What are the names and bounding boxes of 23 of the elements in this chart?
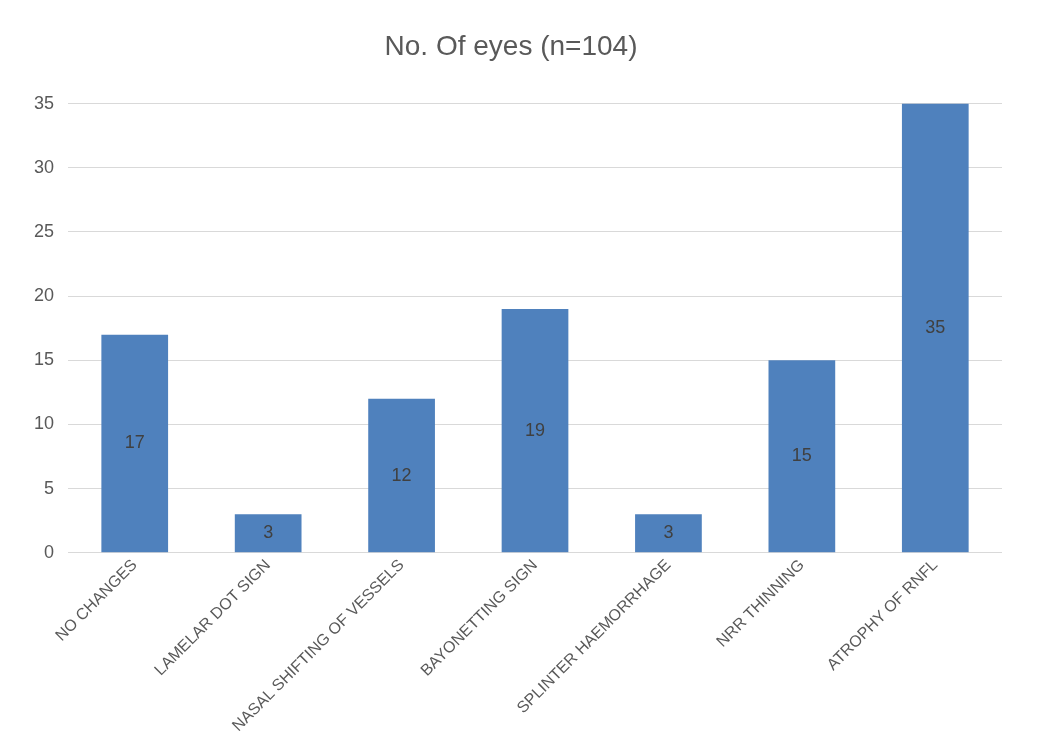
data-label: 3 <box>663 522 674 543</box>
y-tick-label: 25 <box>33 220 55 241</box>
data-label: 12 <box>391 464 412 485</box>
data-label: 35 <box>925 316 946 337</box>
chart-title: No. Of eyes (n=104) <box>384 29 638 61</box>
data-label: 3 <box>263 522 274 543</box>
y-tick-label: 20 <box>33 285 55 306</box>
bar <box>101 334 169 553</box>
bar <box>501 308 569 553</box>
y-tick-label: 35 <box>33 92 55 113</box>
y-tick-label: 10 <box>33 413 55 434</box>
y-tick-label: 5 <box>44 477 55 498</box>
y-tick-label: 0 <box>44 541 55 562</box>
data-label: 15 <box>791 445 812 466</box>
data-label: 17 <box>124 432 145 453</box>
bar <box>368 398 435 553</box>
bar <box>635 514 702 553</box>
y-tick-label: 30 <box>33 156 55 177</box>
bar <box>234 514 302 553</box>
y-tick-label: 15 <box>33 349 55 370</box>
bar <box>768 360 836 553</box>
bar <box>901 103 969 553</box>
data-label: 19 <box>525 419 546 440</box>
